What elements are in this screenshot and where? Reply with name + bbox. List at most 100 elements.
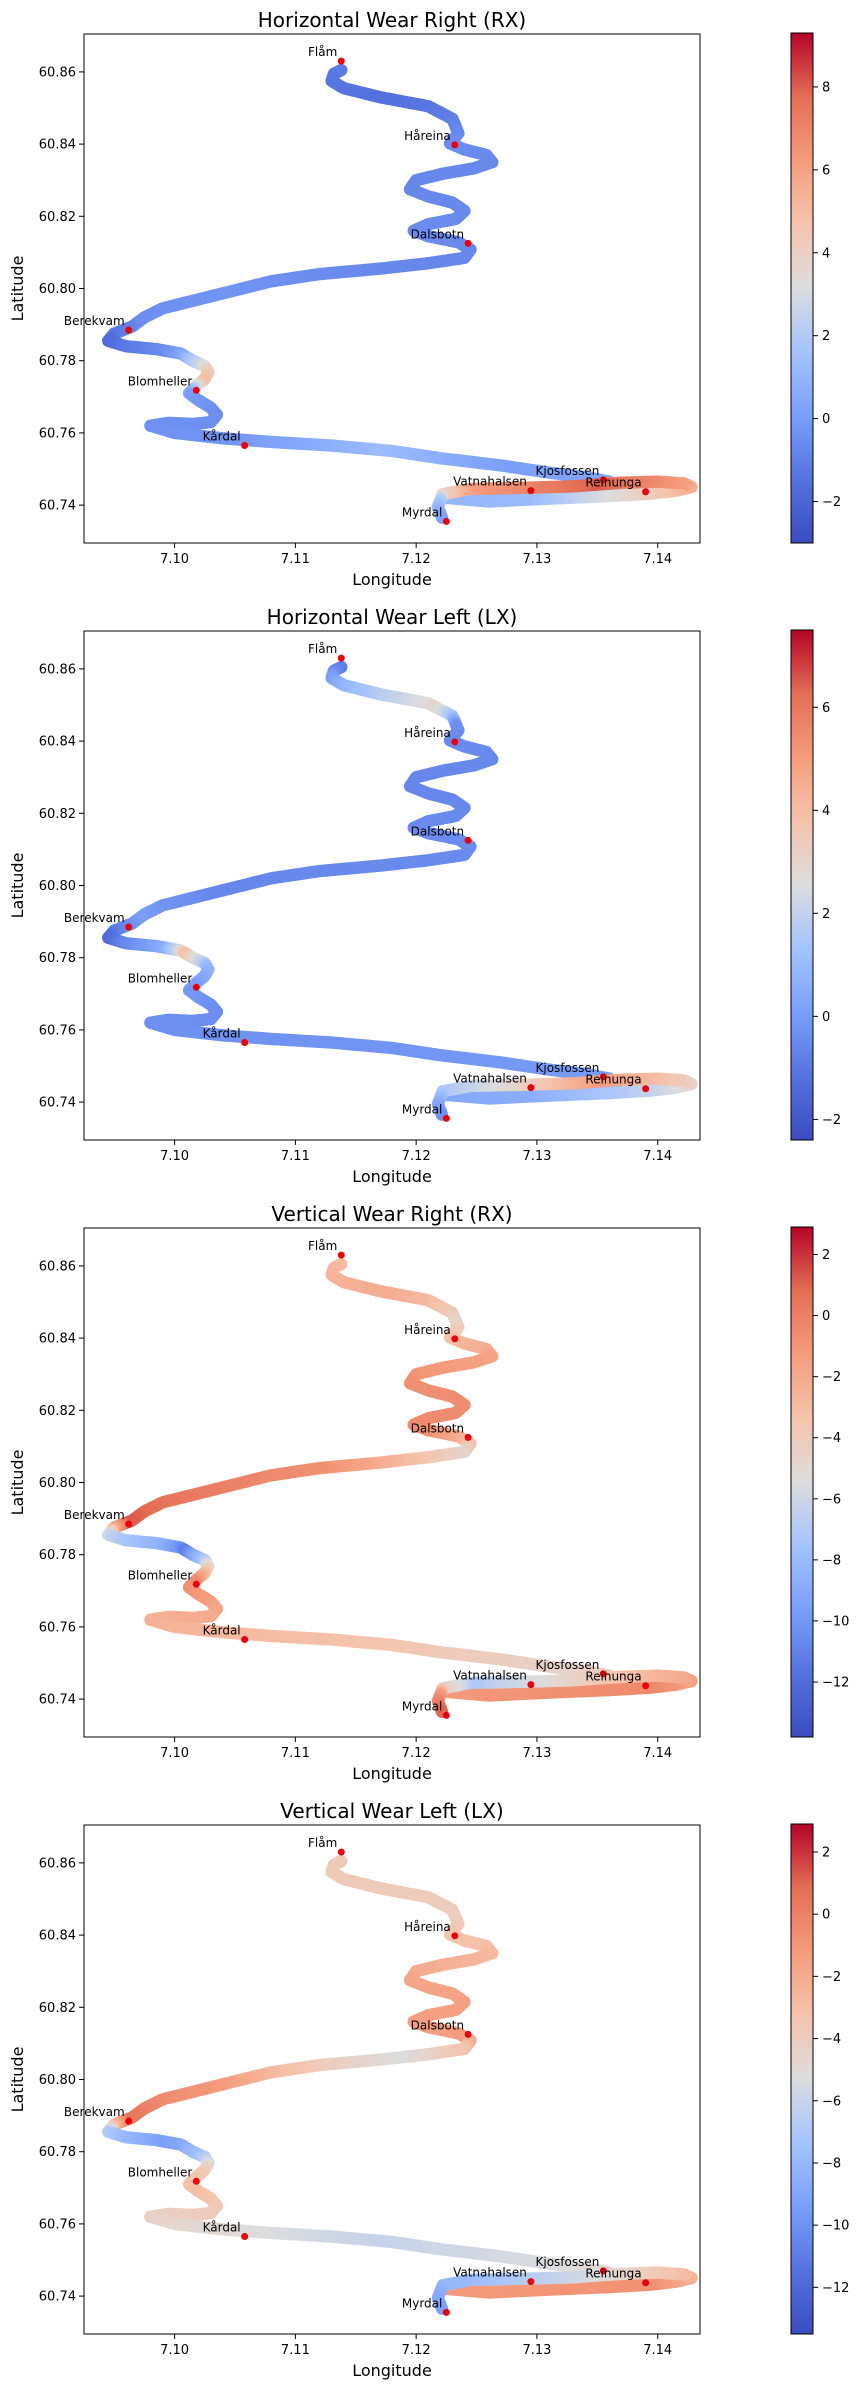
station-marker [241, 1636, 249, 1644]
y-tick-label: 60.74 [39, 1096, 76, 1111]
y-tick-label: 60.84 [39, 735, 76, 750]
station-label: Kårdal [203, 1027, 241, 1041]
station-label: Kjosfossen [536, 1658, 600, 1672]
x-tick-label: 7.13 [522, 2343, 551, 2358]
colorbar-tick-label: −2 [822, 495, 841, 510]
colorbar-tick-label: 2 [822, 329, 830, 344]
plot-area [84, 34, 700, 543]
x-tick-label: 7.14 [643, 2343, 672, 2358]
stations: FlåmHåreinaDalsbotnBerekvamBlomhellerKår… [64, 1836, 650, 2316]
y-axis-label: Latitude [8, 1450, 27, 1516]
stations: FlåmHåreinaDalsbotnBerekvamBlomhellerKår… [64, 45, 650, 525]
y-tick-label: 60.78 [39, 1548, 76, 1563]
colorbar-tick-label: −8 [822, 2156, 841, 2171]
station-marker [125, 326, 133, 334]
station-label: Dalsbotn [411, 227, 464, 241]
chart-title: Vertical Wear Right (RX) [271, 1202, 512, 1226]
station-label: Berekvam [64, 2105, 125, 2119]
station-label: Berekvam [64, 1508, 125, 1522]
station-marker [527, 1084, 535, 1092]
y-tick-label: 60.74 [39, 1693, 76, 1708]
track-points [102, 63, 698, 524]
colorbar-tick-label: −12 [822, 2281, 849, 2296]
y-axis-label: Latitude [8, 2047, 27, 2113]
station-label: Dalsbotn [411, 2018, 464, 2032]
y-tick-label: 60.78 [39, 2145, 76, 2160]
track-points [102, 660, 698, 1121]
y-tick-label: 60.84 [39, 138, 76, 153]
station-label: Myrdal [402, 2296, 442, 2310]
chart-panel: Vertical Wear Right (RX) FlåmHåreinaDalsb… [8, 1202, 849, 1783]
station-marker [451, 738, 459, 746]
x-axis-label: Longitude [352, 570, 432, 589]
colorbar-tick-label: −4 [822, 1431, 841, 1446]
y-tick-label: 60.86 [39, 1259, 76, 1274]
station-marker [442, 517, 450, 525]
station-marker [642, 2279, 650, 2287]
x-axis-label: Longitude [352, 1764, 432, 1783]
colorbar-tick-label: −2 [822, 1113, 841, 1128]
station-marker [599, 476, 607, 484]
station-label: Blomheller [128, 971, 193, 985]
colorbar-tick-label: −12 [822, 1676, 849, 1691]
chart-panel: Horizontal Wear Left (LX)FlåmHåreinaDals… [8, 605, 841, 1186]
chart-title: Vertical Wear Left (LX) [280, 1799, 503, 1823]
x-tick-label: 7.10 [160, 1149, 189, 1164]
x-tick-label: 7.10 [160, 1746, 189, 1761]
colorbar [790, 32, 814, 544]
y-tick-label: 60.86 [39, 662, 76, 677]
station-marker [464, 836, 472, 844]
panels: Horizontal Wear Right (RX)FlåmHåreinaDal… [8, 8, 849, 2380]
y-tick-label: 60.80 [39, 879, 76, 894]
station-label: Flåm [308, 1239, 337, 1253]
station-label: Håreina [404, 1920, 451, 1934]
colorbar-tick-label: 2 [822, 1845, 830, 1860]
y-tick-label: 60.74 [39, 499, 76, 514]
y-axis-label: Latitude [8, 256, 27, 322]
station-marker [442, 2308, 450, 2316]
colorbar-tick-label: 4 [822, 804, 830, 819]
y-tick-label: 60.74 [39, 2290, 76, 2305]
station-label: Myrdal [402, 505, 442, 519]
station-marker [192, 386, 200, 394]
x-tick-label: 7.13 [522, 1149, 551, 1164]
station-marker [599, 1073, 607, 1081]
y-tick-label: 60.82 [39, 1404, 76, 1419]
colorbar-tick-label: 8 [822, 80, 830, 95]
station-label: Dalsbotn [411, 824, 464, 838]
station-marker [642, 1085, 650, 1093]
station-label: Kårdal [203, 1624, 241, 1638]
station-marker [337, 57, 345, 65]
stations: FlåmHåreinaDalsbotnBerekvamBlomhellerKår… [64, 1239, 650, 1719]
chart-panel: Horizontal Wear Right (RX)FlåmHåreinaDal… [8, 8, 841, 589]
station-marker [241, 442, 249, 450]
colorbar-tick-label: 0 [822, 1908, 830, 1923]
station-marker [125, 1520, 133, 1528]
colorbar-tick-label: 4 [822, 246, 830, 261]
station-marker [125, 923, 133, 931]
x-tick-label: 7.14 [643, 552, 672, 567]
x-tick-label: 7.10 [160, 2343, 189, 2358]
station-label: Vatnahalsen [453, 1669, 527, 1683]
station-label: Kårdal [203, 2221, 241, 2235]
colorbar-tick-label: −6 [822, 2094, 841, 2109]
y-tick-label: 60.80 [39, 1476, 76, 1491]
colorbar [790, 629, 814, 1141]
y-tick-label: 60.86 [39, 1856, 76, 1871]
x-tick-label: 7.12 [402, 2343, 431, 2358]
station-label: Blomheller [128, 374, 193, 388]
colorbar-tick-label: 6 [822, 701, 830, 716]
station-marker [464, 2030, 472, 2038]
x-axis-label: Longitude [352, 2361, 432, 2380]
station-label: Reinunga [585, 1073, 641, 1087]
colorbar-tick-label: 6 [822, 163, 830, 178]
x-tick-label: 7.10 [160, 552, 189, 567]
station-marker [451, 1335, 459, 1343]
station-marker [192, 983, 200, 991]
station-marker [442, 1711, 450, 1719]
station-label: Berekvam [64, 911, 125, 925]
station-label: Reinunga [585, 2267, 641, 2281]
station-marker [642, 1682, 650, 1690]
colorbar-tick-label: 0 [822, 1010, 830, 1025]
